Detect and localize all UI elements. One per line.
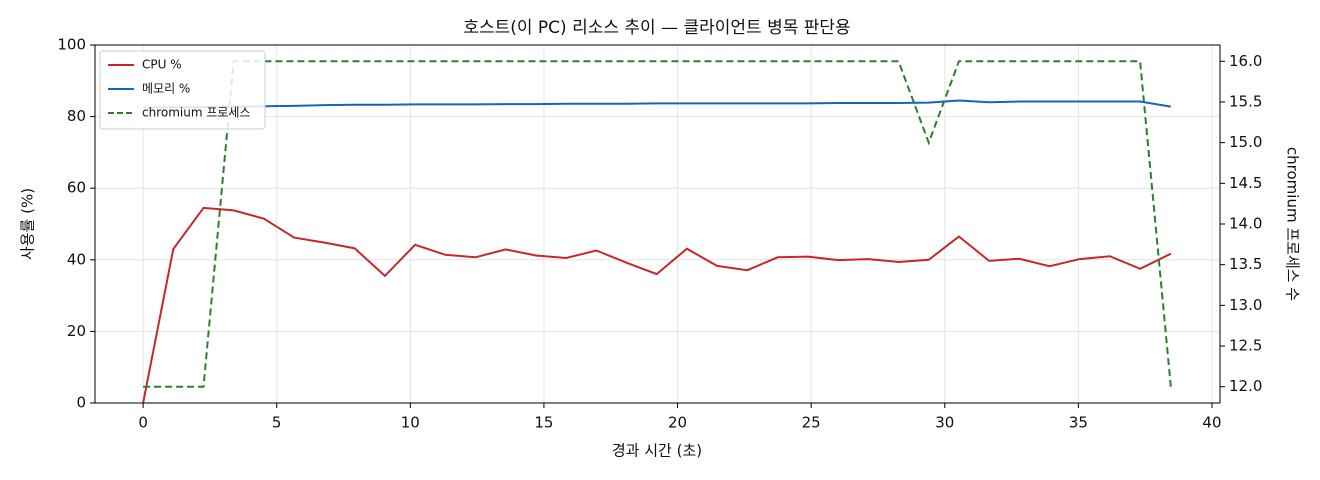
y2-axis-label: chromium 프로세스 수 [1284, 147, 1302, 301]
data-line [143, 60, 1172, 388]
x-tick-label: 10 [401, 414, 420, 432]
x-tick-label: 20 [668, 414, 687, 432]
y2-tick-label: 12.0 [1229, 377, 1262, 395]
x-tick-label: 40 [1202, 414, 1221, 432]
legend-box [99, 50, 266, 130]
legend-label: CPU % [142, 58, 182, 72]
y-tick-label: 80 [67, 107, 86, 125]
y2-tick-label: 16.0 [1229, 52, 1262, 70]
x-tick-label: 30 [935, 414, 954, 432]
x-tick-label: 25 [802, 414, 821, 432]
x-tick-label: 0 [138, 414, 148, 432]
y2-tick-label: 13.0 [1229, 296, 1262, 314]
y2-tick-label: 15.0 [1229, 133, 1262, 151]
x-axis-label: 경과 시간 (초) [612, 442, 702, 460]
y2-tick-label: 14.0 [1229, 215, 1262, 233]
x-tick-label: 5 [272, 414, 282, 432]
x-tick-label: 15 [534, 414, 553, 432]
chart-title: 호스트(이 PC) 리소스 추이 — 클라이언트 병목 판단용 [463, 18, 850, 38]
y-tick-label: 60 [67, 179, 86, 197]
y-axis-label: 사용률 (%) [19, 188, 37, 260]
plot-frame [94, 44, 1221, 404]
y2-tick-label: 14.5 [1229, 174, 1262, 192]
y-tick-label: 100 [57, 36, 86, 54]
y2-tick-label: 15.5 [1229, 92, 1262, 110]
data-line [143, 99, 1171, 109]
y2-tick-label: 12.5 [1229, 337, 1262, 355]
y2-tick-label: 13.5 [1229, 255, 1262, 273]
legend-label: chromium 프로세스 [142, 106, 251, 120]
y-tick-label: 20 [67, 322, 86, 340]
legend-label: 메모리 % [142, 82, 190, 96]
y-tick-label: 40 [67, 250, 86, 268]
x-tick-label: 35 [1069, 414, 1088, 432]
data-line [142, 206, 1172, 404]
y-tick-label: 0 [76, 394, 86, 412]
